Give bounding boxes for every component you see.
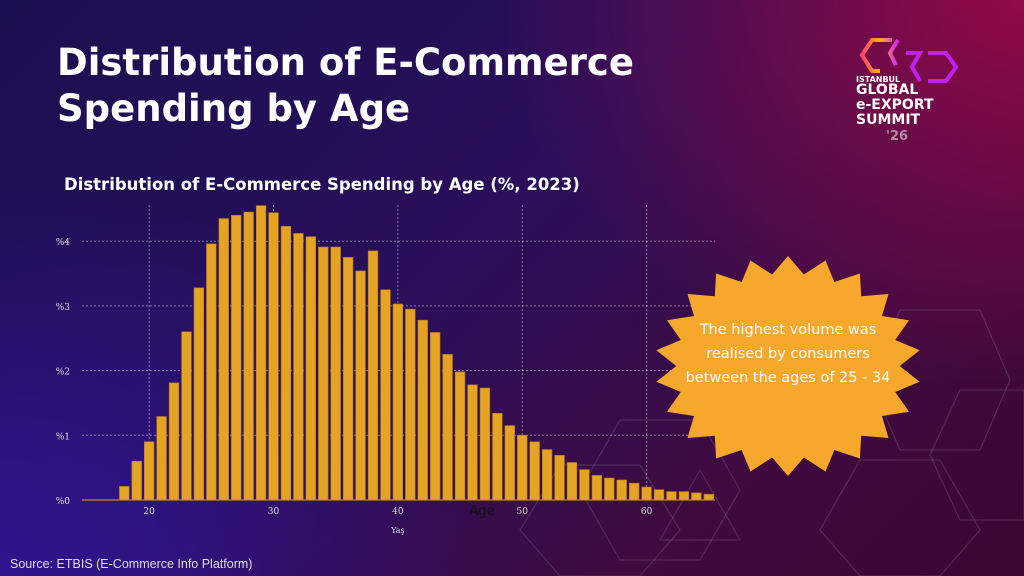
bar-age-39 bbox=[380, 289, 391, 501]
x-tick-label: 40 bbox=[392, 507, 404, 517]
bar-age-27 bbox=[231, 215, 242, 501]
source-note: Source: ETBIS (E-Commerce Info Platform) bbox=[10, 557, 253, 571]
title-line-2: Spending by Age bbox=[57, 87, 411, 130]
bar-age-21 bbox=[156, 416, 167, 501]
bar-age-54 bbox=[566, 462, 578, 501]
x-axis-overlay-label: Age bbox=[469, 504, 494, 519]
logo-text: SUMMIT bbox=[856, 112, 921, 128]
bar-age-32 bbox=[293, 233, 304, 501]
logo-text: ISTANBUL bbox=[856, 75, 901, 84]
bar-age-58 bbox=[616, 479, 627, 501]
logo-text: '26 bbox=[886, 129, 909, 144]
bar-age-20 bbox=[144, 441, 155, 501]
y-tick-label: %0 bbox=[56, 497, 71, 507]
bar-age-59 bbox=[629, 482, 640, 501]
x-tick-label: 20 bbox=[143, 507, 155, 517]
bar-age-45 bbox=[454, 371, 466, 501]
chart-title: Distribution of E-Commerce Spending by A… bbox=[64, 175, 580, 194]
bar-age-47 bbox=[479, 387, 491, 501]
bar-age-38 bbox=[367, 250, 379, 501]
bar-age-42 bbox=[417, 319, 428, 501]
chevron-logo-icon bbox=[859, 38, 959, 83]
bar-age-23 bbox=[181, 331, 192, 501]
bar-age-50 bbox=[517, 434, 528, 501]
x-tick-label: 60 bbox=[641, 507, 653, 517]
bar-age-61 bbox=[653, 489, 665, 501]
title-line-1: Distribution of E-Commerce bbox=[57, 41, 634, 84]
bar-age-26 bbox=[218, 218, 229, 501]
bar-age-30 bbox=[268, 212, 279, 501]
bar-age-51 bbox=[529, 441, 540, 501]
page-title: Distribution of E-Commerce Spending by Ag… bbox=[57, 40, 634, 132]
bar-age-33 bbox=[305, 236, 316, 501]
bar-age-34 bbox=[318, 246, 329, 501]
x-tick-label: 50 bbox=[517, 507, 529, 517]
bar-age-55 bbox=[579, 469, 590, 501]
bar-age-37 bbox=[355, 270, 366, 501]
bar-age-49 bbox=[504, 425, 515, 501]
y-tick-label: %1 bbox=[56, 432, 70, 442]
bar-age-46 bbox=[467, 384, 478, 501]
bar-age-41 bbox=[405, 308, 416, 501]
bar-age-52 bbox=[541, 449, 553, 501]
bar-age-28 bbox=[243, 211, 254, 501]
bar-age-62 bbox=[666, 491, 677, 501]
bar-age-57 bbox=[604, 477, 615, 501]
bar-age-40 bbox=[392, 303, 404, 501]
bar-age-48 bbox=[492, 413, 503, 501]
y-tick-label: %3 bbox=[56, 303, 71, 313]
x-axis-label: Yaş bbox=[390, 526, 405, 535]
bar-age-63 bbox=[678, 491, 690, 501]
bar-age-65 bbox=[703, 493, 714, 501]
bar-age-29 bbox=[255, 205, 267, 501]
bar-age-44 bbox=[442, 354, 453, 501]
summit-logo: ISTANBUL GLOBAL e-EXPORT SUMMIT '26 bbox=[850, 35, 980, 155]
callout-text: The highest volume was realised by consu… bbox=[685, 322, 891, 386]
bar-age-19 bbox=[131, 460, 142, 501]
starburst-shape bbox=[656, 256, 920, 476]
y-tick-label: %2 bbox=[56, 368, 70, 378]
bar-age-31 bbox=[280, 226, 292, 501]
y-tick-label: %4 bbox=[56, 238, 71, 248]
bar-age-36 bbox=[342, 257, 354, 501]
logo-text: e-EXPORT bbox=[856, 97, 934, 113]
bar-age-53 bbox=[554, 455, 565, 501]
bar-age-24 bbox=[193, 287, 205, 501]
x-tick-label: 30 bbox=[268, 507, 280, 517]
bar-age-25 bbox=[206, 243, 217, 501]
bar-age-18 bbox=[119, 486, 130, 501]
bar-age-60 bbox=[641, 486, 652, 501]
bar-age-64 bbox=[691, 492, 702, 501]
bar-age-43 bbox=[430, 332, 441, 501]
logo-text: GLOBAL bbox=[856, 82, 919, 98]
bar-age-56 bbox=[591, 475, 603, 501]
bar-age-22 bbox=[168, 382, 180, 501]
bar-age-35 bbox=[330, 246, 341, 501]
